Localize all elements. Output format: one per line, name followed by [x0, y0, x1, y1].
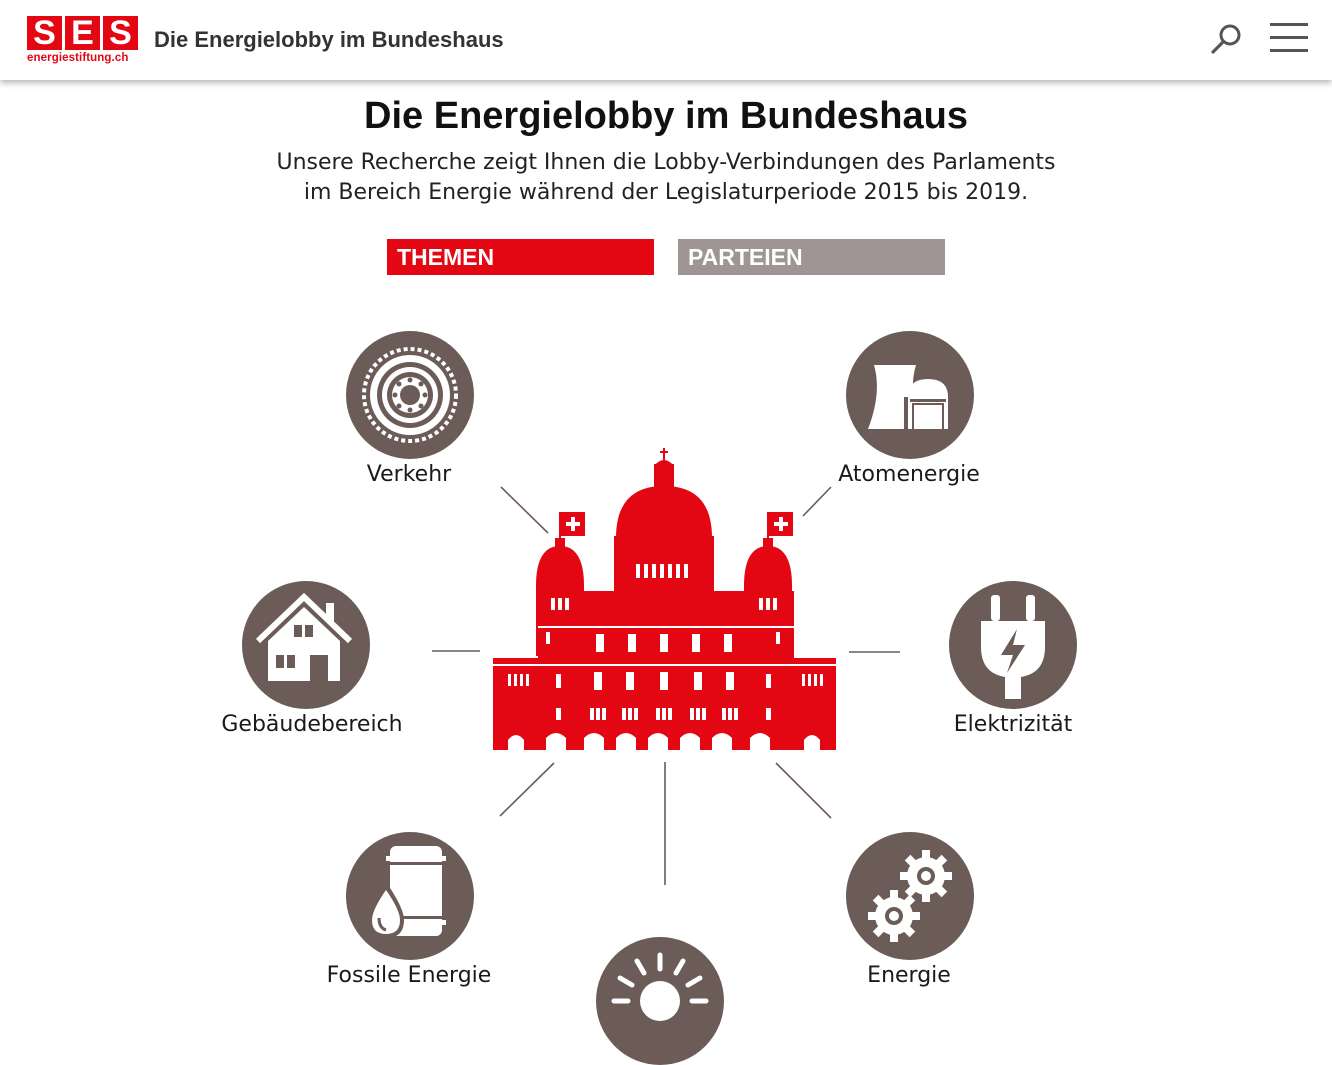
topic-fossil-label[interactable]: Fossile Energie	[326, 963, 492, 988]
menu-icon	[1270, 23, 1308, 26]
tire-icon	[362, 347, 458, 443]
search-icon	[1211, 24, 1241, 54]
topic-sonne-button[interactable]	[596, 937, 724, 1065]
topic-atomenergie-button[interactable]	[846, 331, 974, 459]
tab-themen[interactable]: THEMEN	[387, 239, 654, 275]
topic-elektrizitaet-label[interactable]: Elektrizität	[953, 712, 1073, 737]
topic-verkehr-label[interactable]: Verkehr	[366, 462, 452, 487]
logo-letter: E	[65, 16, 100, 51]
menu-button[interactable]	[1270, 23, 1308, 55]
logo-subtitle: energiestiftung.ch	[27, 52, 129, 64]
sun-icon	[611, 952, 709, 1021]
page-title: Die Energielobby im Bundeshaus	[364, 95, 968, 137]
logo-letters: S E S	[27, 16, 139, 51]
federal-palace-icon[interactable]	[486, 446, 846, 752]
topic-effizienz-button[interactable]	[846, 832, 974, 960]
topic-fossil-button[interactable]	[346, 832, 474, 960]
search-button[interactable]	[1210, 22, 1244, 56]
logo-letter: S	[27, 16, 62, 51]
tab-parteien[interactable]: PARTEIEN	[678, 239, 945, 275]
site-title[interactable]: Die Energielobby im Bundeshaus	[154, 27, 504, 52]
oil-barrel-icon	[368, 846, 446, 938]
topic-effizienz-label[interactable]: Energie	[867, 963, 951, 988]
top-bar: S E S energiestiftung.ch Die Energielobb…	[0, 0, 1332, 80]
intro-line: Unsere Recherche zeigt Ihnen die Lobby-V…	[276, 150, 1056, 175]
topic-atomenergie-label[interactable]: Atomenergie	[838, 462, 980, 487]
house-icon	[255, 592, 353, 681]
logo-letter: S	[103, 16, 138, 51]
gears-icon	[868, 850, 952, 942]
topic-gebaeude-button[interactable]	[242, 581, 370, 709]
topic-gebaeude-label[interactable]: Gebäudebereich	[221, 712, 403, 737]
intro-line: im Bereich Energie während der Legislatu…	[303, 180, 1029, 205]
menu-icon-line	[1270, 36, 1308, 39]
plug-icon	[981, 595, 1045, 699]
connector-effizienz	[775, 762, 832, 819]
menu-icon-line	[1270, 49, 1308, 52]
topic-elektrizitaet-button[interactable]	[949, 581, 1077, 709]
nuclear-plant-icon	[868, 365, 952, 431]
intro-text: Unsere Recherche zeigt Ihnen die Lobby-V…	[216, 148, 1116, 208]
connector-fossil	[499, 762, 555, 817]
topic-verkehr-button[interactable]	[346, 331, 474, 459]
ses-logo[interactable]: S E S energiestiftung.ch	[27, 16, 139, 66]
